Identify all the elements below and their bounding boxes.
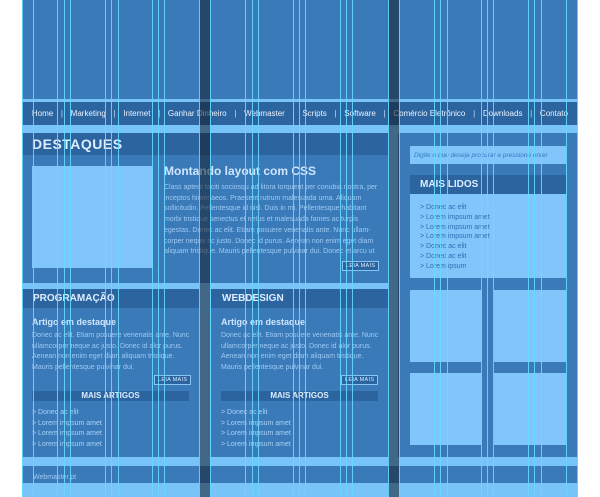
webdesign-heading: WEBDESIGN — [222, 293, 284, 304]
header-banner — [22, 0, 578, 99]
search-input[interactable] — [410, 146, 566, 164]
nav-item-downloads[interactable]: Downloads — [482, 109, 523, 118]
webdesign-article-title[interactable]: Artigo em destaque — [221, 317, 306, 327]
webdesign-section: WEBDESIGN Artigo em destaque Donec ac el… — [211, 289, 388, 457]
nav-item-contato[interactable]: Contato — [539, 109, 568, 118]
list-item[interactable]: > Lorem impsum amet — [221, 419, 291, 427]
list-item[interactable]: > Donec ac elit — [221, 409, 268, 416]
mais-lidos-header: MAIS LIDOS — [410, 175, 566, 194]
programacao-header: PROGRAMAÇÃO — [22, 289, 199, 308]
list-item[interactable]: > Lorem impsum amet — [221, 440, 291, 448]
nav-separator: | — [530, 109, 533, 118]
ad-block[interactable] — [410, 290, 482, 362]
list-item[interactable]: > Donec ac elit — [420, 252, 467, 260]
programacao-heading: PROGRAMAÇÃO — [33, 293, 115, 304]
footer-text: Webmaster.pt — [33, 474, 77, 481]
destaques-heading: DESTAQUES — [32, 136, 123, 152]
ad-block[interactable] — [410, 373, 482, 445]
nav-item-internet[interactable]: Internet — [123, 109, 151, 118]
programacao-more-articles-heading: MAIS ARTIGOS — [32, 391, 189, 401]
nav-item-scripts[interactable]: Scripts — [302, 109, 327, 118]
main-nav: Home | Marketing | Internet | Ganhar Din… — [22, 102, 578, 125]
mais-lidos-list: > Donec ac elit > Lorem impsum amet > Lo… — [420, 203, 566, 272]
webdesign-article-text: Donec ac elit. Etiam posuere venenatis a… — [221, 332, 379, 371]
featured-image-placeholder[interactable] — [32, 166, 153, 268]
layout-page: Home | Marketing | Internet | Ganhar Din… — [22, 0, 578, 497]
list-item[interactable]: > Lorem impsum amet — [420, 213, 490, 221]
webdesign-more-articles-list: > Donec ac elit > Lorem impsum amet > Lo… — [221, 408, 291, 450]
featured-text: Class aptent taciti sociosqu ad litora t… — [164, 184, 378, 256]
nav-separator: | — [113, 109, 116, 118]
programacao-article-title[interactable]: Artigo em destaque — [32, 317, 117, 327]
list-item[interactable]: > Lorem impsum amet — [420, 233, 490, 241]
featured-read-more-button[interactable]: LEIA MAIS — [342, 261, 380, 271]
nav-separator: | — [158, 109, 161, 118]
programacao-article-text: Donec ac elit. Etiam posuere venenatis a… — [32, 332, 190, 371]
list-item[interactable]: > Lorem impsum amet — [32, 440, 102, 448]
nav-separator: | — [334, 109, 337, 118]
webdesign-header: WEBDESIGN — [211, 289, 388, 308]
list-item[interactable]: > Lorem impsum amet — [221, 430, 291, 437]
nav-item-comercio-eletronico[interactable]: Comércio Eletrônico — [393, 109, 466, 118]
nav-separator: | — [383, 109, 386, 118]
nav-separator: | — [60, 109, 63, 118]
destaques-section: DESTAQUES Montando layout com CSS Class … — [22, 133, 388, 283]
nav-separator: | — [292, 109, 295, 118]
list-item[interactable]: > Donec ac elit — [420, 243, 467, 251]
nav-separator: | — [234, 109, 237, 118]
mais-lidos-box: MAIS LIDOS > Donec ac elit > Lorem impsu… — [410, 175, 566, 278]
programacao-read-more-button[interactable]: LEIA MAIS — [154, 375, 192, 385]
ad-block[interactable] — [494, 373, 566, 445]
list-item[interactable]: > Lorem ipsum — [420, 262, 467, 270]
destaques-header: DESTAQUES — [22, 133, 388, 155]
featured-title[interactable]: Montando layout com CSS — [164, 164, 317, 178]
list-item[interactable]: > Lorem impsum amet — [32, 430, 102, 437]
nav-separator: | — [473, 109, 476, 118]
list-item[interactable]: > Donec ac elit — [420, 204, 467, 211]
webdesign-read-more-button[interactable]: LEIA MAIS — [341, 375, 379, 385]
list-item[interactable]: > Lorem impsum amet — [32, 419, 102, 427]
nav-item-webmaster[interactable]: Webmaster — [244, 109, 285, 118]
list-item[interactable]: > Lorem impsum amet — [420, 223, 490, 231]
programacao-section: PROGRAMAÇÃO Artigo em destaque Donec ac … — [22, 289, 199, 457]
footer: Webmaster.pt — [22, 466, 578, 483]
list-item[interactable]: > Donec ac elit — [32, 409, 79, 416]
programacao-more-articles-list: > Donec ac elit > Lorem impsum amet > Lo… — [32, 408, 102, 450]
nav-item-marketing[interactable]: Marketing — [70, 109, 106, 118]
nav-item-ganhar-dinheiro[interactable]: Ganhar Dinheiro — [167, 109, 227, 118]
mais-lidos-heading: MAIS LIDOS — [420, 179, 479, 190]
nav-item-home[interactable]: Home — [31, 109, 54, 118]
ad-block[interactable] — [494, 290, 566, 362]
sidebar: MAIS LIDOS > Donec ac elit > Lorem impsu… — [398, 133, 578, 457]
nav-item-software[interactable]: Software — [344, 109, 376, 118]
webdesign-more-articles-heading: MAIS ARTIGOS — [221, 391, 378, 401]
